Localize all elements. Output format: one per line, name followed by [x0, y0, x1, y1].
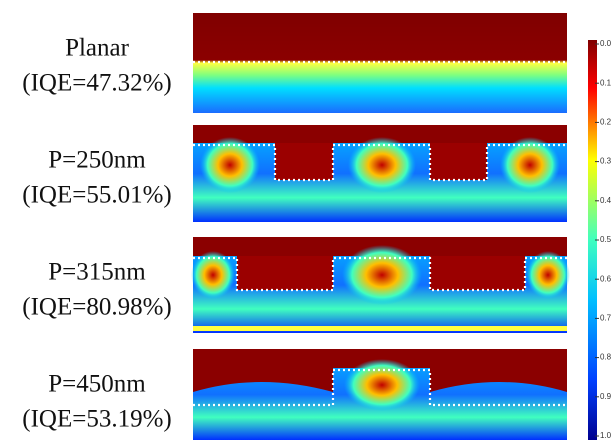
- panel-name: P=250nm: [48, 147, 146, 174]
- colorbar-tick-label: 0.7: [600, 314, 612, 323]
- colorbar-tick-label: 0.2: [600, 118, 612, 127]
- colorbar-tick-label: 0.0: [600, 39, 612, 48]
- panel-name: P=315nm: [48, 259, 146, 286]
- field-map: [191, 237, 570, 333]
- colorbar-tick-label: 1.0: [600, 431, 612, 440]
- colorbar-ticks: 0.0 0.1 0.2 0.3 0.4 0.5 0.6 0.7 0.8 0.9 1.0: [595, 39, 612, 440]
- field-map: [193, 125, 567, 222]
- field-map: [193, 349, 567, 440]
- colorbar-tick-label: 0.3: [600, 157, 612, 166]
- panel-iqe: (IQE=80.98%): [22, 294, 171, 321]
- panel-iqe: (IQE=47.32%): [22, 70, 171, 97]
- colorbar-tick-label: 0.4: [600, 196, 612, 205]
- panel-name: P=450nm: [48, 371, 146, 398]
- panel-iqe: (IQE=55.01%): [22, 182, 171, 209]
- colorbar-tick-label: 0.8: [600, 353, 612, 362]
- panel-name: Planar: [65, 35, 130, 62]
- colorbar-tick-label: 0.5: [600, 235, 612, 244]
- colorbar-tick-label: 0.6: [600, 274, 612, 283]
- colorbar: [588, 40, 597, 440]
- panel-iqe: (IQE=53.19%): [22, 406, 171, 433]
- colorbar-tick-label: 0.1: [600, 78, 612, 87]
- colorbar-tick-label: 0.9: [600, 392, 612, 401]
- panel-labels: Planar (IQE=47.32%) P=250nm (IQE=55.01%) P=3…: [22, 35, 171, 433]
- field-map: [193, 13, 567, 113]
